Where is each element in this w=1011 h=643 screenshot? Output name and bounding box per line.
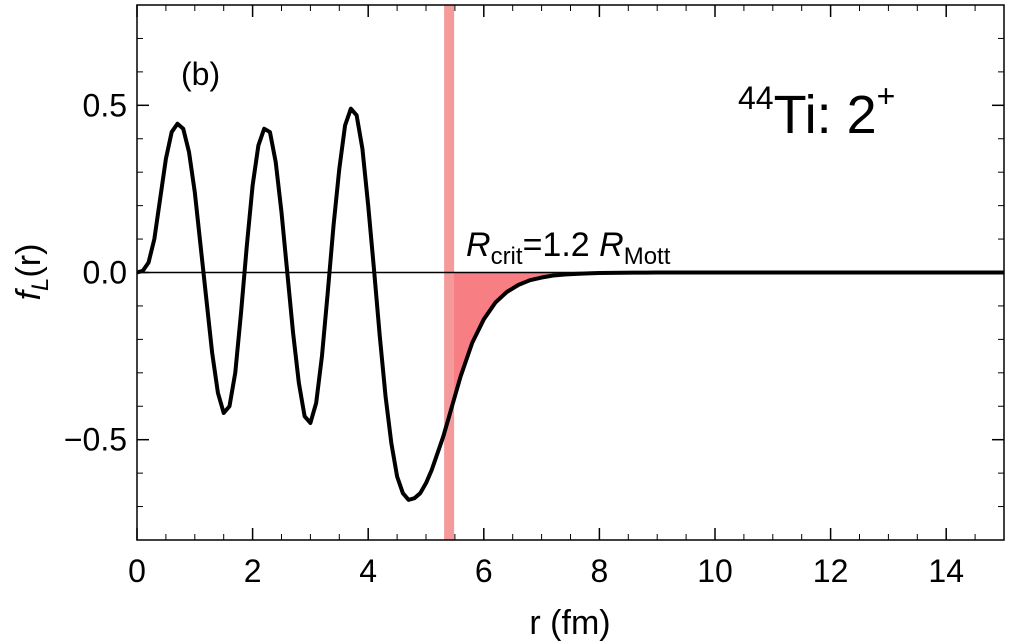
annotation-middle: =1.2 bbox=[523, 226, 600, 264]
title-mass-number: 44 bbox=[738, 80, 774, 116]
x-tick-label: 0 bbox=[128, 553, 146, 589]
x-tick-label: 14 bbox=[928, 553, 964, 589]
y-axis-title-rest: (r) bbox=[10, 244, 48, 278]
annotation-r-prefix: R bbox=[466, 226, 491, 264]
y-axis-title-sub: L bbox=[27, 278, 54, 291]
r-crit-annotation: Rcrit=1.2 RMott bbox=[466, 226, 671, 270]
x-tick-label: 8 bbox=[591, 553, 609, 589]
fl-r-curve bbox=[136, 106, 1004, 502]
y-tick-label: 0.5 bbox=[83, 87, 127, 123]
x-tick-label: 6 bbox=[475, 553, 493, 589]
title-element: Ti: 2 bbox=[774, 85, 877, 145]
y-axis-ticks: −0.5 0.0 0.5 bbox=[64, 37, 1004, 508]
annotation-crit-sub: crit bbox=[491, 243, 523, 270]
y-axis-title: fL(r) bbox=[10, 244, 54, 301]
x-tick-label: 12 bbox=[813, 553, 849, 589]
title-parity: + bbox=[877, 78, 896, 114]
shaded-region-under-curve bbox=[449, 272, 1004, 417]
x-axis-title: r (fm) bbox=[529, 604, 610, 642]
x-tick-label: 10 bbox=[697, 553, 733, 589]
x-tick-label: 4 bbox=[359, 553, 377, 589]
panel-label: (b) bbox=[181, 56, 220, 92]
y-tick-label: 0.0 bbox=[83, 255, 127, 291]
annotation-r-suffix: R bbox=[599, 226, 624, 264]
x-tick-label: 2 bbox=[244, 553, 262, 589]
y-tick-label: −0.5 bbox=[64, 422, 127, 458]
annotation-mott-sub: Mott bbox=[624, 243, 671, 270]
chart-title: 44Ti: 2+ bbox=[738, 78, 895, 145]
x-axis-ticks: 0 2 4 6 8 10 12 14 bbox=[128, 5, 976, 589]
